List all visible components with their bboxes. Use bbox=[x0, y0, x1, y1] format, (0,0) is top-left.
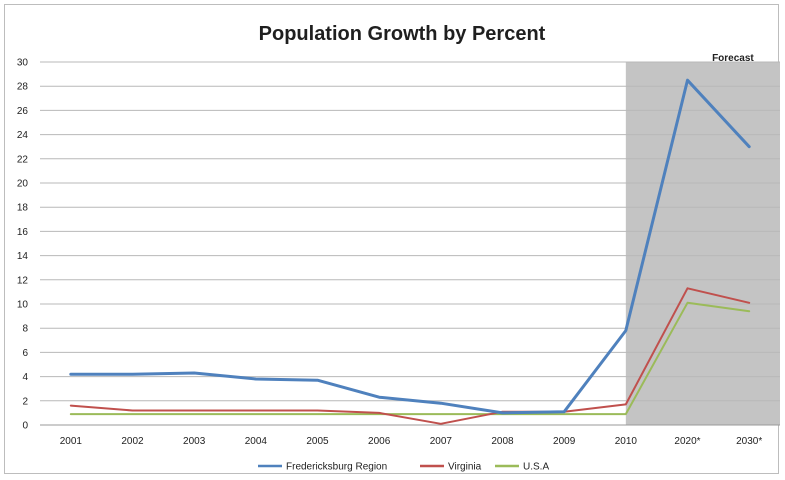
y-tick-label: 6 bbox=[22, 348, 28, 359]
x-tick-label: 2004 bbox=[245, 436, 268, 447]
forecast-shade bbox=[625, 62, 780, 425]
y-tick-label: 12 bbox=[17, 275, 29, 286]
y-tick-label: 18 bbox=[17, 203, 29, 214]
y-tick-label: 8 bbox=[22, 324, 28, 335]
legend-label-virginia: Virginia bbox=[448, 462, 482, 473]
legend-label-u-s-a: U.S.A bbox=[523, 462, 549, 473]
y-tick-label: 30 bbox=[17, 58, 29, 69]
y-tick-label: 22 bbox=[17, 154, 29, 165]
x-tick-label: 2008 bbox=[491, 436, 514, 447]
y-tick-label: 4 bbox=[22, 372, 28, 383]
y-tick-label: 20 bbox=[17, 179, 29, 190]
x-tick-label: 2002 bbox=[121, 436, 144, 447]
x-tick-label: 2005 bbox=[306, 436, 329, 447]
y-tick-label: 28 bbox=[17, 82, 29, 93]
y-tick-label: 16 bbox=[17, 227, 29, 238]
forecast-region bbox=[625, 62, 780, 425]
x-tick-label: 2009 bbox=[553, 436, 576, 447]
legend-label-fredericksburg-region: Fredericksburg Region bbox=[286, 462, 387, 473]
series-line-fredericksburg-region bbox=[69, 78, 751, 415]
legend: Fredericksburg Region Virginia U.S.A bbox=[258, 462, 549, 473]
chart-title: Population Growth by Percent bbox=[259, 23, 546, 45]
y-tick-label: 2 bbox=[22, 396, 28, 407]
y-tick-label: 26 bbox=[17, 106, 29, 117]
x-tick-label: 2030* bbox=[736, 436, 762, 447]
series-line-u-s-a bbox=[69, 301, 751, 416]
y-tick-label: 24 bbox=[17, 130, 29, 141]
x-tick-label: 2007 bbox=[430, 436, 453, 447]
series-lines bbox=[69, 78, 751, 425]
gridlines bbox=[40, 61, 780, 426]
x-tick-label: 2006 bbox=[368, 436, 391, 447]
y-tick-label: 0 bbox=[22, 421, 28, 432]
x-tick-label: 2010 bbox=[615, 436, 638, 447]
x-tick-label: 2001 bbox=[60, 436, 83, 447]
y-tick-label: 14 bbox=[17, 251, 29, 262]
x-axis-tick-labels: 2001 2002 2003 2004 2005 2006 2007 2008 2009 2010… bbox=[60, 436, 763, 447]
x-tick-label: 2020* bbox=[674, 436, 700, 447]
forecast-label: Forecast bbox=[712, 53, 754, 64]
series-line-virginia bbox=[69, 287, 751, 425]
x-tick-label: 2003 bbox=[183, 436, 206, 447]
y-tick-label: 10 bbox=[17, 300, 29, 311]
